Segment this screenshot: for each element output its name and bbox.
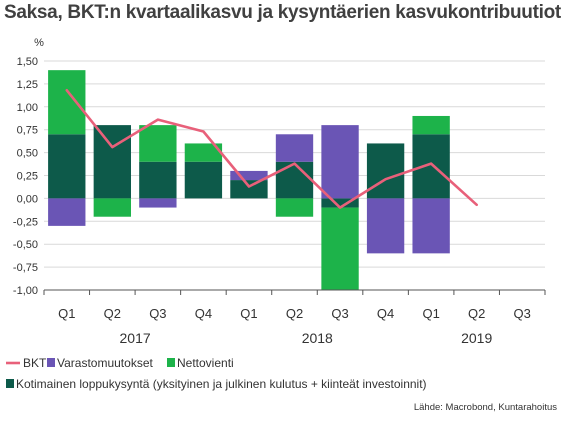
x-tick-label: Q1 <box>58 306 75 321</box>
source-note: Lähde: Macrobond, Kuntarahoitus <box>413 402 557 413</box>
bar-koti <box>139 161 177 199</box>
bar-netto <box>48 70 86 135</box>
bar-koti <box>412 134 450 199</box>
bar-varasto <box>366 198 405 254</box>
x-tick-label: Q3 <box>331 306 348 321</box>
x-year-label: 2018 <box>302 330 333 346</box>
bar-koti <box>93 125 131 199</box>
chart-title: Saksa, BKT:n kvartaalikasvu ja kysyntäer… <box>4 2 561 23</box>
bar-netto <box>93 198 131 217</box>
y-tick-label: 1,25 <box>17 79 38 91</box>
x-tick-label: Q3 <box>514 306 531 321</box>
x-tick-label: Q2 <box>104 306 121 321</box>
bar-koti <box>48 134 86 199</box>
bar-koti <box>275 161 314 199</box>
y-tick-label: 1,50 <box>17 56 38 68</box>
bar-netto <box>321 207 359 290</box>
legend-swatch <box>167 358 175 367</box>
bar-varasto <box>48 198 86 226</box>
x-tick-label: Q1 <box>422 306 439 321</box>
bar-varasto <box>230 170 268 181</box>
y-tick-label: 0,25 <box>17 171 38 183</box>
bar-varasto <box>139 198 177 208</box>
bar-koti <box>184 161 223 199</box>
x-tick-label: Q3 <box>149 306 166 321</box>
legend-label: BKT <box>23 356 47 370</box>
x-year-label: 2019 <box>461 330 492 346</box>
legend-label: Varastomuutokset <box>57 356 153 370</box>
bar-varasto <box>412 198 450 254</box>
bar-netto <box>184 143 223 162</box>
x-tick-label: Q4 <box>377 306 394 321</box>
legend-swatch <box>47 358 55 367</box>
x-tick-label: Q1 <box>240 306 257 321</box>
bar-koti <box>321 198 359 208</box>
bar-netto <box>275 198 314 217</box>
x-tick-label: Q4 <box>195 306 212 321</box>
y-tick-label: 0,75 <box>17 125 38 137</box>
y-tick-label: -1,00 <box>13 285 38 297</box>
y-tick-label: -0,25 <box>13 216 38 228</box>
x-tick-label: Q2 <box>468 306 485 321</box>
bar-koti <box>230 180 268 199</box>
y-tick-label: 1,00 <box>17 102 38 114</box>
bar-varasto <box>321 125 359 199</box>
bar-koti <box>366 143 405 199</box>
y-tick-label: 0,50 <box>17 148 38 160</box>
legend-label: Nettovienti <box>177 356 234 370</box>
y-tick-label: -0,75 <box>13 262 38 274</box>
y-tick-label: -0,50 <box>13 239 38 251</box>
y-tick-label: 0,00 <box>17 193 38 205</box>
x-tick-label: Q2 <box>286 306 303 321</box>
legend-label: Kotimainen loppukysyntä (yksityinen ja j… <box>16 377 427 391</box>
bar-netto <box>139 125 177 162</box>
legend-swatch <box>6 379 14 388</box>
bar-varasto <box>275 134 314 162</box>
line-bkt <box>65 89 479 209</box>
bar-netto <box>412 115 450 135</box>
y-axis-unit: % <box>34 37 44 49</box>
x-year-label: 2017 <box>120 330 151 346</box>
